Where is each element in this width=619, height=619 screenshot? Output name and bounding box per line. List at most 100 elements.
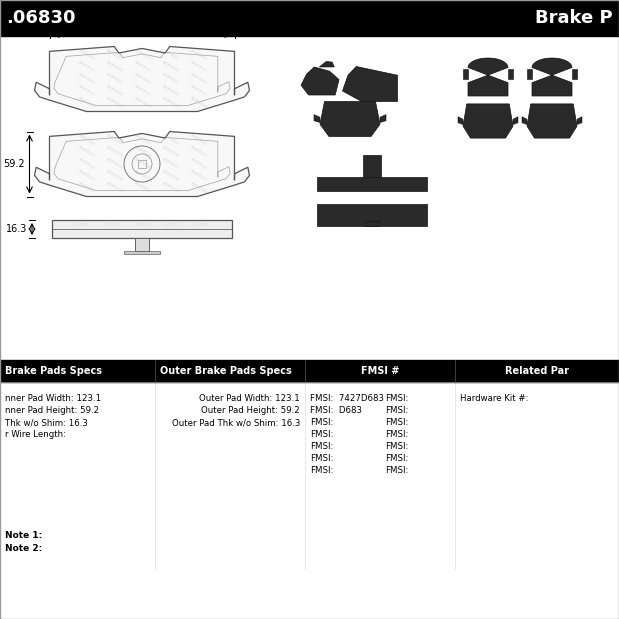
Text: STOPTECH: STOPTECH [133, 97, 151, 110]
Text: STOPTECH: STOPTECH [189, 134, 207, 147]
Polygon shape [319, 61, 334, 67]
Text: STOPTECH: STOPTECH [189, 170, 207, 183]
Text: STOPTECH: STOPTECH [161, 61, 179, 74]
Text: STOPTECH: STOPTECH [189, 145, 207, 158]
Text: 123.1: 123.1 [128, 20, 156, 30]
Text: STOPTECH: STOPTECH [77, 134, 95, 147]
Text: FMSI:: FMSI: [310, 466, 334, 475]
Text: FMSI:: FMSI: [310, 442, 334, 451]
Text: Note 2:: Note 2: [5, 544, 42, 553]
Text: STOPTECH: STOPTECH [189, 85, 207, 97]
Text: 16.3: 16.3 [6, 224, 27, 234]
Text: STOPTECH: STOPTECH [77, 61, 95, 74]
Polygon shape [458, 117, 463, 124]
Text: STOPTECH: STOPTECH [133, 72, 151, 85]
Text: .06830: .06830 [6, 9, 76, 27]
Bar [135, 238, 149, 251]
Polygon shape [314, 115, 320, 123]
Text: STOPTECH: STOPTECH [189, 61, 207, 74]
Polygon shape [342, 66, 397, 102]
Text: STOPTECH: STOPTECH [189, 48, 207, 61]
Bar [124, 251, 160, 254]
Text: STOPTECH: STOPTECH [105, 72, 123, 85]
Text: STOPTECH: STOPTECH [161, 158, 179, 170]
Bar [317, 204, 427, 226]
Text: STOPTECH: STOPTECH [77, 181, 95, 194]
Polygon shape [468, 58, 508, 96]
Text: STOPTECH: STOPTECH [105, 181, 123, 194]
Text: Hardware Kit #:: Hardware Kit #: [460, 394, 529, 403]
Text: STOPTECH: STOPTECH [133, 170, 151, 183]
Text: STOPTECH: STOPTECH [161, 145, 179, 158]
Text: STOPTECH: STOPTECH [105, 145, 123, 158]
Text: FMSI:: FMSI: [385, 454, 409, 463]
Text: STOPTECH: STOPTECH [189, 72, 207, 85]
Text: STOPTECH: STOPTECH [161, 134, 179, 147]
Text: STOPTECH: STOPTECH [105, 61, 123, 74]
Text: Outer Pad Width: 123.1: Outer Pad Width: 123.1 [199, 394, 300, 403]
Text: STOPTECH: STOPTECH [77, 170, 95, 183]
Text: FMSI:: FMSI: [310, 418, 334, 427]
Text: STOPTECH: STOPTECH [133, 158, 151, 170]
Bar [572, 69, 577, 79]
Text: FMSI #: FMSI # [361, 366, 399, 376]
Text: Brake Pads Specs: Brake Pads Specs [5, 366, 102, 376]
Text: 59.2: 59.2 [3, 159, 25, 169]
Polygon shape [320, 102, 380, 137]
Polygon shape [380, 115, 386, 123]
Bar [365, 221, 379, 226]
Polygon shape [522, 117, 527, 124]
Text: STOPTECH: STOPTECH [133, 134, 151, 147]
Text: STOPTECH: STOPTECH [105, 223, 119, 227]
Polygon shape [513, 117, 518, 124]
Text: STOPTECH: STOPTECH [161, 181, 179, 194]
Text: STOPTECH: STOPTECH [77, 145, 95, 158]
Text: STOPTECH: STOPTECH [105, 134, 123, 147]
Polygon shape [301, 67, 339, 95]
Text: STOPTECH: STOPTECH [75, 223, 89, 227]
Bar [52, 220, 232, 238]
Polygon shape [532, 58, 572, 96]
Polygon shape [35, 131, 249, 196]
Text: r Wire Length:: r Wire Length: [5, 430, 66, 439]
Polygon shape [527, 104, 577, 138]
Text: nner Pad Height: 59.2: nner Pad Height: 59.2 [5, 406, 99, 415]
Text: STOPTECH: STOPTECH [77, 97, 95, 110]
Text: FMSI:: FMSI: [385, 418, 409, 427]
Text: STOPTECH: STOPTECH [161, 72, 179, 85]
Text: STOPTECH: STOPTECH [105, 97, 123, 110]
Text: STOPTECH: STOPTECH [189, 158, 207, 170]
Text: FMSI:: FMSI: [385, 430, 409, 439]
Bar [0, 0, 619, 36]
Text: Note 1:: Note 1: [5, 531, 42, 540]
Text: STOPTECH: STOPTECH [105, 158, 123, 170]
Bar [508, 69, 513, 79]
Text: STOPTECH: STOPTECH [133, 181, 151, 194]
Polygon shape [463, 104, 513, 138]
Text: STOPTECH: STOPTECH [161, 48, 179, 61]
Text: STOPTECH: STOPTECH [133, 145, 151, 158]
Text: STOPTECH: STOPTECH [77, 48, 95, 61]
Text: Related Par: Related Par [505, 366, 569, 376]
Bar [0, 382, 619, 619]
Text: STOPTECH: STOPTECH [105, 85, 123, 97]
Text: STOPTECH: STOPTECH [165, 223, 180, 227]
Text: STOPTECH: STOPTECH [77, 72, 95, 85]
Bar [363, 155, 381, 177]
Text: FMSI:  7427D683: FMSI: 7427D683 [310, 394, 384, 403]
Text: FMSI:: FMSI: [385, 406, 409, 415]
Polygon shape [577, 117, 582, 124]
Text: nner Pad Width: 123.1: nner Pad Width: 123.1 [5, 394, 101, 403]
Text: FMSI:: FMSI: [385, 442, 409, 451]
Text: FMSI:: FMSI: [310, 430, 334, 439]
Text: STOPTECH: STOPTECH [105, 170, 123, 183]
Text: STOPTECH: STOPTECH [161, 170, 179, 183]
Text: Brake P: Brake P [535, 9, 613, 27]
Text: STOPTECH: STOPTECH [135, 223, 149, 227]
Text: STOPTECH: STOPTECH [189, 181, 207, 194]
Text: Outer Brake Pads Specs: Outer Brake Pads Specs [160, 366, 292, 376]
Text: STOPTECH: STOPTECH [189, 97, 207, 110]
Text: STOPTECH: STOPTECH [105, 48, 123, 61]
Text: STOPTECH: STOPTECH [133, 61, 151, 74]
Text: STOPTECH: STOPTECH [77, 85, 95, 97]
